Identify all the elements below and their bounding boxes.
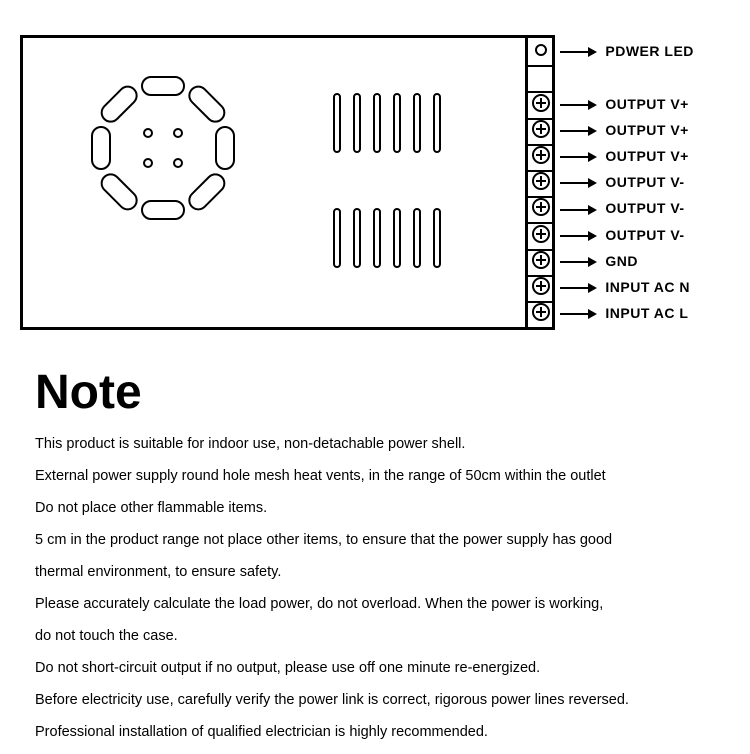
vent-slots-bottom xyxy=(333,208,453,268)
terminal-label-text: GND xyxy=(605,253,638,269)
vent-bar xyxy=(433,93,441,153)
terminal-label-text: OUTPUT V- xyxy=(605,227,684,243)
fan-slot xyxy=(215,126,235,170)
fan-vent-pattern xyxy=(78,63,248,233)
arrow-head-icon xyxy=(588,47,597,57)
vent-bar xyxy=(353,208,361,268)
note-line: Professional installation of qualified e… xyxy=(35,722,725,743)
vent-bar xyxy=(353,93,361,153)
power-led-indicator xyxy=(535,44,547,56)
terminal-label-text: OUTPUT V- xyxy=(605,174,684,190)
fan-slot xyxy=(97,169,142,214)
arrow-head-icon xyxy=(588,231,597,241)
note-line: Do not short-circuit output if no output… xyxy=(35,658,725,679)
arrow-head-icon xyxy=(588,309,597,319)
terminal-label-row: OUTPUT V+ xyxy=(560,122,689,138)
fan-center-hole xyxy=(143,158,153,168)
note-line: This product is suitable for indoor use,… xyxy=(35,434,725,455)
terminal-label-text: PDWER LED xyxy=(605,43,694,59)
vent-bar xyxy=(373,208,381,268)
arrow-line xyxy=(560,51,588,53)
fan-center-hole xyxy=(173,128,183,138)
arrow-line xyxy=(560,235,588,237)
note-section: Note This product is suitable for indoor… xyxy=(35,365,725,754)
terminal-label-row: INPUT AC N xyxy=(560,279,690,295)
terminal-label-row: OUTPUT V+ xyxy=(560,96,689,112)
arrow-line xyxy=(560,287,588,289)
vent-bar xyxy=(373,93,381,153)
arrow-head-icon xyxy=(588,205,597,215)
arrow-head-icon xyxy=(588,126,597,136)
vent-bar xyxy=(413,93,421,153)
note-line: do not touch the case. xyxy=(35,626,725,647)
terminal-screw xyxy=(532,172,550,190)
terminal-screw xyxy=(532,303,550,321)
terminal-label-text: OUTPUT V+ xyxy=(605,148,688,164)
note-title: Note xyxy=(35,365,725,420)
terminal-label-text: OUTPUT V+ xyxy=(605,96,688,112)
terminal-block xyxy=(525,35,555,330)
terminal-separator xyxy=(528,65,555,67)
terminal-screw xyxy=(532,225,550,243)
fan-slot xyxy=(184,169,229,214)
fan-slot xyxy=(184,82,229,127)
fan-center-hole xyxy=(143,128,153,138)
arrow-line xyxy=(560,130,588,132)
terminal-label-row: OUTPUT V- xyxy=(560,200,685,216)
note-line: Do not place other flammable items. xyxy=(35,498,725,519)
arrow-head-icon xyxy=(588,100,597,110)
arrow-line xyxy=(560,313,588,315)
terminal-label-row: OUTPUT V- xyxy=(560,174,685,190)
arrow-line xyxy=(560,156,588,158)
fan-slot xyxy=(141,200,185,220)
arrow-head-icon xyxy=(588,283,597,293)
fan-center-hole xyxy=(173,158,183,168)
note-body: This product is suitable for indoor use,… xyxy=(35,434,725,743)
terminal-screw xyxy=(532,120,550,138)
fan-slot xyxy=(91,126,111,170)
vent-bar xyxy=(393,208,401,268)
vent-slots-top xyxy=(333,93,453,153)
psu-enclosure xyxy=(20,35,555,330)
terminal-separator xyxy=(528,327,555,329)
terminal-screw xyxy=(532,277,550,295)
canvas: PDWER LED OUTPUT V+ OUTPUT V+ OUTPUT V+ … xyxy=(0,0,750,750)
fan-slot xyxy=(141,76,185,96)
terminal-label-row: GND xyxy=(560,253,638,269)
arrow-head-icon xyxy=(588,152,597,162)
terminal-screw xyxy=(532,146,550,164)
vent-bar xyxy=(333,93,341,153)
terminal-label-text: INPUT AC N xyxy=(605,279,690,295)
arrow-line xyxy=(560,104,588,106)
arrow-head-icon xyxy=(588,178,597,188)
note-line: Before electricity use, carefully verify… xyxy=(35,690,725,711)
note-line: 5 cm in the product range not place othe… xyxy=(35,530,725,551)
note-line: thermal environment, to ensure safety. xyxy=(35,562,725,583)
terminal-screw xyxy=(532,198,550,216)
arrow-line xyxy=(560,261,588,263)
vent-bar xyxy=(433,208,441,268)
vent-bar xyxy=(393,93,401,153)
arrow-line xyxy=(560,182,588,184)
vent-bar xyxy=(413,208,421,268)
arrow-line xyxy=(560,209,588,211)
vent-bar xyxy=(333,208,341,268)
terminal-screw xyxy=(532,94,550,112)
terminal-label-row: OUTPUT V- xyxy=(560,227,685,243)
terminal-screw xyxy=(532,251,550,269)
terminal-label-row: OUTPUT V+ xyxy=(560,148,689,164)
terminal-label-text: OUTPUT V+ xyxy=(605,122,688,138)
terminal-label-row: INPUT AC L xyxy=(560,305,688,321)
note-line: Please accurately calculate the load pow… xyxy=(35,594,725,615)
fan-slot xyxy=(97,82,142,127)
terminal-label-row: PDWER LED xyxy=(560,43,694,59)
terminal-label-text: INPUT AC L xyxy=(605,305,688,321)
note-line: External power supply round hole mesh he… xyxy=(35,466,725,487)
arrow-head-icon xyxy=(588,257,597,267)
terminal-label-text: OUTPUT V- xyxy=(605,200,684,216)
